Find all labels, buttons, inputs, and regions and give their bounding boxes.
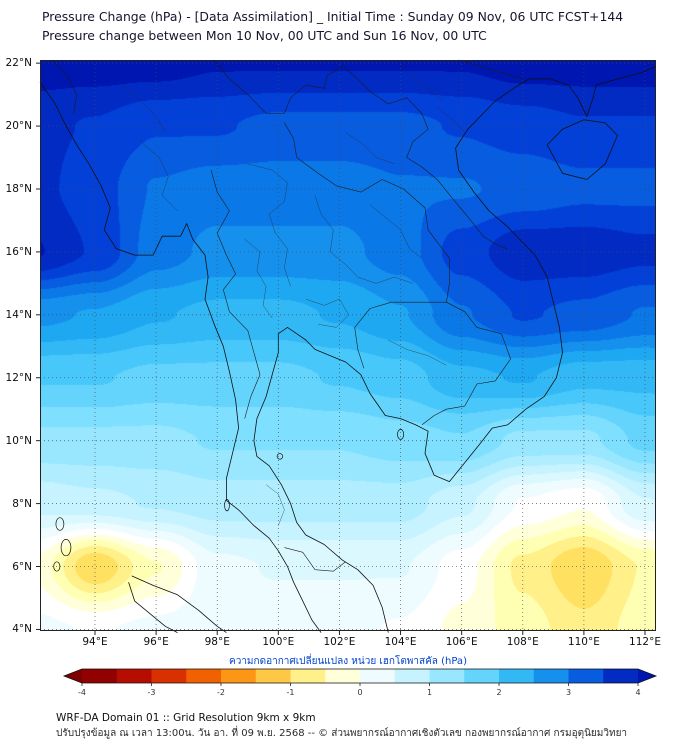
figure-header: Pressure Change (hPa) - [Data Assimilati… [42, 7, 623, 45]
province-boundary [305, 298, 349, 328]
colorbar-tick-label: 1 [427, 688, 432, 697]
country-border [213, 59, 508, 250]
province-boundary [388, 339, 447, 366]
country-border [210, 170, 261, 419]
lat-tick-label: 8°N [12, 497, 32, 510]
colorbar-right-arrow [638, 669, 656, 683]
colorbar-segment [603, 669, 639, 683]
lon-tick-label: 100°E [262, 636, 295, 648]
colorbar-segment [325, 669, 361, 683]
province-boundary [140, 141, 178, 212]
lat-tick-label: 12°N [5, 371, 32, 384]
colorbar-segment [255, 669, 291, 683]
colorbar-segment [151, 669, 187, 683]
province-boundary [345, 132, 395, 165]
country-border [51, 59, 78, 114]
colorbar-segment [116, 669, 152, 683]
colorbar-label: ความกดอากาศเปลี่ยนแปลง หน่วย เฮกโตพาสคัล… [229, 656, 467, 667]
lon-tick-label: 104°E [384, 636, 417, 648]
island-outline [55, 517, 65, 531]
province-boundary [400, 62, 444, 102]
island-outline [276, 453, 284, 460]
colorbar-segment [464, 669, 500, 683]
island-outline [397, 429, 405, 440]
colorbar-segment [290, 669, 326, 683]
lon-tick-label: 108°E [506, 636, 539, 648]
lat-tick-label: 14°N [5, 308, 32, 321]
country-border [284, 547, 346, 572]
colorbar-tick-label: -4 [78, 688, 86, 697]
colorbar-tick-label: -3 [148, 688, 156, 697]
coastline [39, 81, 322, 633]
colorbar-segment [394, 669, 430, 683]
lon-tick-label: 102°E [323, 636, 356, 648]
colorbar-segment [533, 669, 569, 683]
island-outline [60, 539, 72, 557]
colorbar-tick-label: 3 [566, 688, 571, 697]
coastline [128, 582, 178, 633]
colorbar-segment [221, 669, 257, 683]
province-boundary [314, 195, 413, 284]
lon-tick-label: 96°E [143, 636, 169, 648]
plot-frame [40, 60, 656, 631]
lat-tick-label: 4°N [12, 623, 32, 636]
province-boundary [437, 107, 465, 133]
coastline [546, 119, 618, 180]
country-border [284, 122, 450, 303]
colorbar-tick-label: 4 [635, 688, 640, 697]
lon-tick-label: 110°E [567, 636, 600, 648]
lon-tick-label: 112°E [629, 636, 661, 648]
lon-tick-label: 94°E [82, 636, 108, 648]
province-boundary [369, 204, 423, 259]
country-border [458, 59, 523, 80]
colorbar-segment [82, 669, 118, 683]
colorbar-segment [429, 669, 465, 683]
lat-tick-label: 6°N [12, 560, 32, 573]
lon-tick-label: 106°E [445, 636, 478, 648]
lat-tick-label: 16°N [5, 245, 32, 258]
colorbar-svg: -4 -3 -2 -1 0 1 2 3 4 [62, 668, 658, 697]
lat-tick-label: 18°N [5, 182, 32, 195]
map-overlay [36, 59, 657, 635]
colorbar-tick-label: -2 [217, 688, 225, 697]
country-border [354, 301, 447, 369]
figure-footer: WRF-DA Domain 01 :: Grid Resolution 9km … [56, 710, 627, 741]
coastline [253, 78, 563, 633]
lat-tick-label: 20°N [5, 120, 32, 133]
island-outline [224, 499, 230, 512]
country-border [421, 301, 511, 426]
lon-tick-label: 98°E [204, 636, 230, 648]
colorbar-tick-label: 2 [496, 688, 501, 697]
colorbar-tick-label: -1 [287, 688, 295, 697]
province-boundary [244, 239, 273, 319]
colorbar-segment [360, 669, 396, 683]
figure-title: Pressure Change (hPa) - [Data Assimilati… [42, 9, 624, 24]
lat-tick-label: 10°N [5, 434, 32, 447]
domain-info: WRF-DA Domain 01 :: Grid Resolution 9km … [56, 712, 316, 724]
colorbar-left-arrow [64, 669, 82, 683]
colorbar-tick-label: 0 [357, 688, 362, 697]
province-boundary [122, 85, 166, 133]
province-boundary [265, 484, 285, 526]
colorbar-segment [568, 669, 604, 683]
coastline [131, 575, 227, 633]
map-plot-area: 22°N 20°N 18°N 16°N 14°N 12°N 10°N 8°N 6°N 4°N 94… [6, 57, 661, 648]
lat-tick-label: 22°N [5, 57, 32, 70]
coastline [528, 65, 657, 117]
island-outline [53, 561, 61, 572]
update-info: ปรับปรุงข้อมูล ณ เวลา 13:00น. วัน อา. ที… [56, 728, 628, 739]
figure-subtitle: Pressure change between Mon 10 Nov, 00 U… [42, 28, 487, 43]
colorbar-segment [186, 669, 222, 683]
province-boundary [247, 163, 291, 287]
pressure-field-canvas [40, 60, 656, 631]
colorbar-segment [499, 669, 535, 683]
